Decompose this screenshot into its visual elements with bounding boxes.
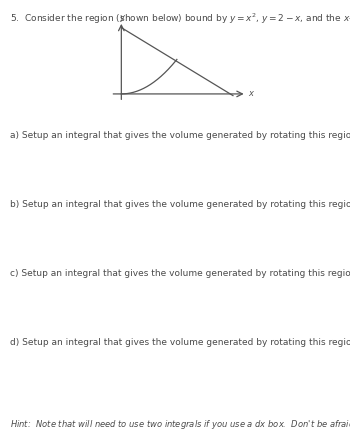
Text: $\mathit{Hint}$:  Note that will need to use two integrals if you use a $dx$ box: $\mathit{Hint}$: Note that will need to … — [10, 418, 350, 431]
Text: d) Setup an integral that gives the volume generated by rotating this region abo: d) Setup an integral that gives the volu… — [10, 338, 350, 347]
Text: 5.  Consider the region (shown below) bound by $y = x^2$, $y = 2 - x$, and the $: 5. Consider the region (shown below) bou… — [10, 12, 350, 27]
Text: a) Setup an integral that gives the volume generated by rotating this region abo: a) Setup an integral that gives the volu… — [10, 131, 350, 140]
Text: c) Setup an integral that gives the volume generated by rotating this region abo: c) Setup an integral that gives the volu… — [10, 269, 350, 278]
Text: $x$: $x$ — [248, 89, 255, 99]
Text: $y$: $y$ — [119, 13, 127, 24]
Text: b) Setup an integral that gives the volume generated by rotating this region abo: b) Setup an integral that gives the volu… — [10, 200, 350, 209]
